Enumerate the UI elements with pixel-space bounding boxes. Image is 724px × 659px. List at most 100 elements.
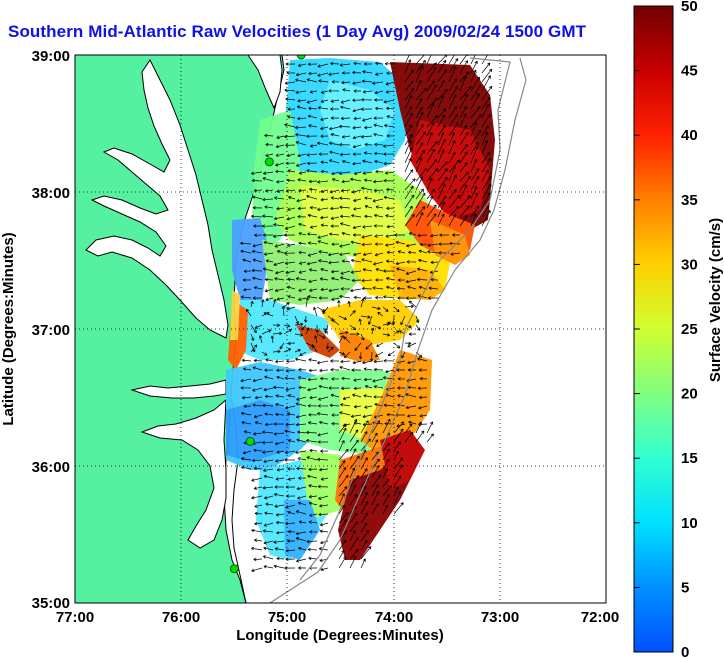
velocity-arrow: [375, 169, 384, 174]
velocity-arrow: [353, 171, 362, 176]
velocity-arrow: [404, 423, 413, 434]
velocity-arrow: [459, 171, 470, 182]
velocity-arrow: [330, 132, 340, 137]
velocity-arrow: [309, 530, 318, 534]
velocity-arrow: [338, 448, 349, 461]
velocity-arrow: [349, 418, 358, 434]
x-tick-label: 74:00: [375, 609, 413, 626]
velocity-arrow: [287, 277, 296, 282]
velocity-arrow: [341, 80, 351, 85]
velocity-arrow: [261, 329, 272, 335]
velocity-arrow: [307, 404, 318, 408]
velocity-arrow: [338, 440, 345, 452]
velocity-arrow: [354, 342, 362, 351]
velocity-arrow: [352, 98, 362, 103]
velocity-arrow: [298, 261, 307, 265]
velocity-arrow: [329, 150, 340, 155]
velocity-arrow: [262, 529, 274, 533]
velocity-arrow: [383, 178, 395, 183]
velocity-arrow: [338, 518, 348, 533]
velocity-arrow: [306, 78, 318, 83]
velocity-arrow: [470, 141, 479, 155]
velocity-arrow: [419, 242, 428, 247]
velocity-arrow: [274, 441, 285, 446]
velocity-arrow: [306, 539, 318, 544]
velocity-arrow: [262, 440, 274, 445]
velocity-arrow: [352, 162, 362, 166]
velocity-arrow: [263, 565, 274, 569]
velocity-arrow: [394, 233, 406, 237]
velocity-arrow: [372, 198, 384, 203]
velocity-arrow: [317, 432, 329, 437]
velocity-arrow: [328, 252, 340, 257]
velocity-arrow: [299, 351, 307, 356]
velocity-arrow: [295, 414, 307, 419]
velocity-arrow: [404, 124, 413, 137]
velocity-arrow: [306, 169, 318, 173]
velocity-arrow: [371, 439, 379, 452]
velocity-arrow: [459, 175, 471, 191]
velocity-arrow: [364, 142, 373, 147]
velocity-arrow: [349, 549, 359, 560]
velocity-arrow: [418, 405, 428, 410]
velocity-arrow: [470, 205, 480, 218]
velocity-arrow: [330, 216, 340, 220]
velocity-arrow: [352, 70, 362, 75]
velocity-arrow: [276, 206, 285, 211]
velocity-arrow: [273, 540, 285, 544]
velocity-arrow: [261, 351, 268, 356]
velocity-arrow: [349, 429, 359, 443]
velocity-arrow: [470, 175, 480, 191]
delaware-bay: [247, 55, 283, 110]
velocity-arrow: [437, 195, 447, 209]
velocity-arrow: [286, 412, 296, 416]
velocity-arrow: [262, 177, 274, 182]
velocity-arrow: [242, 450, 252, 455]
velocity-arrow: [351, 278, 362, 283]
velocity-arrow: [481, 103, 490, 119]
velocity-arrow: [240, 457, 252, 461]
velocity-arrow: [272, 349, 281, 354]
velocity-arrow: [470, 84, 482, 101]
x-tick-label: 77:00: [56, 609, 94, 626]
velocity-arrow: [285, 422, 296, 427]
velocity-arrow: [329, 403, 340, 408]
velocity-arrow: [404, 80, 414, 92]
velocity-arrow: [329, 126, 340, 131]
velocity-arrow: [362, 360, 373, 365]
velocity-arrow: [361, 242, 373, 247]
velocity-arrow: [328, 261, 340, 265]
velocity-arrow: [371, 474, 382, 488]
velocity-arrow: [382, 468, 389, 479]
velocity-arrow: [330, 367, 340, 372]
velocity-arrow: [437, 201, 446, 218]
velocity-arrow: [349, 332, 360, 336]
velocity-arrow: [330, 206, 340, 211]
velocity-arrow: [351, 368, 362, 372]
velocity-arrow: [309, 205, 318, 210]
velocity-arrow: [350, 288, 362, 293]
velocity-arrow: [417, 357, 428, 362]
velocity-arrow: [243, 269, 252, 274]
velocity-arrow: [426, 168, 439, 182]
velocity-arrow: [408, 332, 417, 336]
velocity-arrow: [470, 105, 481, 119]
velocity-arrow: [295, 450, 307, 455]
velocity-arrow: [297, 495, 307, 500]
velocity-arrow: [250, 342, 256, 353]
velocity-arrow: [338, 549, 345, 560]
velocity-arrow: [393, 486, 399, 497]
velocity-arrow: [353, 404, 362, 409]
velocity-arrow: [262, 430, 274, 434]
velocity-arrow: [470, 121, 478, 137]
velocity-arrow: [298, 520, 307, 524]
velocity-arrow: [297, 63, 307, 67]
velocity-arrow: [298, 476, 307, 480]
velocity-arrow: [383, 403, 395, 407]
velocity-arrow: [285, 143, 296, 148]
velocity-arrow: [305, 297, 309, 308]
velocity-arrow: [365, 342, 373, 350]
velocity-arrow: [253, 358, 263, 363]
velocity-arrow: [404, 59, 412, 74]
